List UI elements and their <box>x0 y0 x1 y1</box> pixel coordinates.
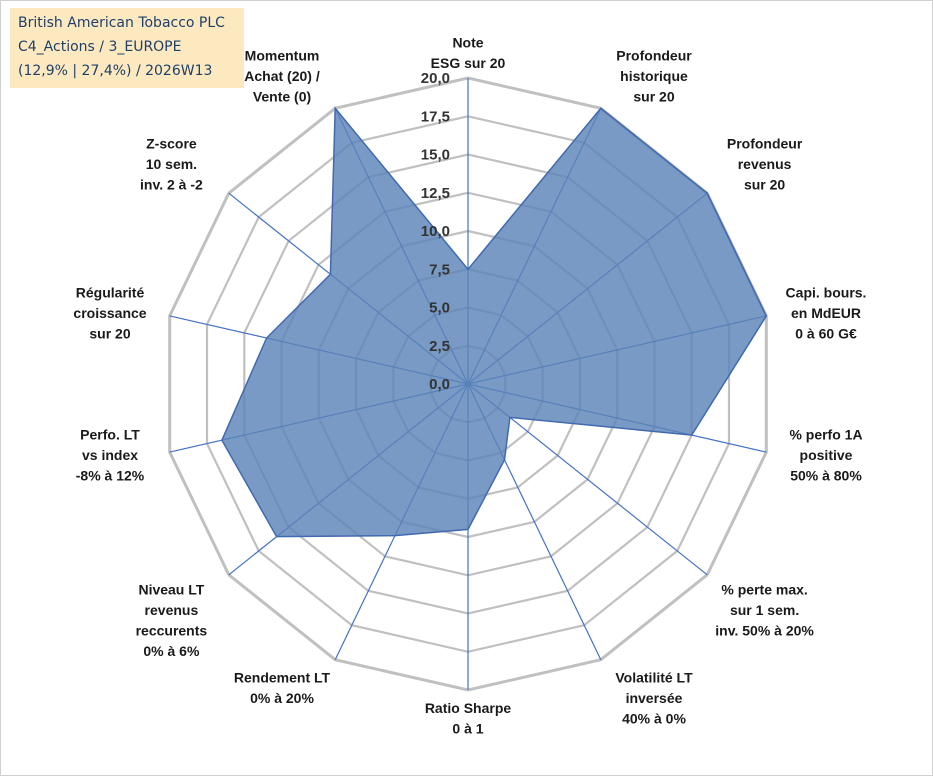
axis-label-perte-max: % perte max. sur 1 sem. inv. 50% à 20% <box>715 581 814 638</box>
axis-label-note-esg: Note ESG sur 20 <box>431 35 506 72</box>
radial-tick-labels: 0,0 2,5 5,0 7,5 10,0 12,5 15,0 17,5 20,0 <box>421 70 450 393</box>
axis-label-volatilite-lt: Volatilité LT inversée 40% à 0% <box>615 670 693 727</box>
info-box: British American Tobacco PLC C4_Actions … <box>10 8 244 88</box>
series-area-0 <box>221 106 768 538</box>
axis-label-regularite-croissance: Régularité croissance sur 20 <box>73 285 146 342</box>
tick-label-0: 0,0 <box>429 376 450 393</box>
tick-label-6: 15,0 <box>421 147 450 164</box>
tick-label-2: 5,0 <box>429 300 450 317</box>
axis-label-perfo-lt-vs-index: Perfo. LT vs index -8% à 12% <box>76 426 145 483</box>
tick-label-1: 2,5 <box>429 338 450 355</box>
axis-label-rendement-lt: Rendement LT 0% à 20% <box>234 670 331 707</box>
axis-label-profondeur-revenus: Profondeur revenus sur 20 <box>727 136 803 193</box>
axis-label-momentum: Momentum Achat (20) / Vente (0) <box>244 48 320 105</box>
company-name: British American Tobacco PLC <box>18 15 225 31</box>
axis-label-profondeur-historique: Profondeur historique sur 20 <box>616 48 692 105</box>
tick-label-7: 17,5 <box>421 108 450 125</box>
axis-label-capi-bours: Capi. bours. en MdEUR 0 à 60 G€ <box>786 285 867 342</box>
tick-label-4: 10,0 <box>421 223 450 240</box>
portfolio-category: C4_Actions / 3_EUROPE <box>18 39 182 55</box>
axis-label-z-score: Z-score 10 sem. inv. 2 à -2 <box>140 136 203 193</box>
radar-series <box>221 106 768 538</box>
tick-label-3: 7,5 <box>429 261 450 278</box>
performance-metrics: (12,9% | 27,4%) / 2026W13 <box>18 63 213 79</box>
axis-label-perfo-1a-positive: % perfo 1A positive 50% à 80% <box>789 426 862 483</box>
tick-label-5: 12,5 <box>421 185 450 202</box>
axis-label-niveau-lt-revenus: Niveau LT revenus reccurents 0% à 6% <box>136 581 208 659</box>
tick-label-8: 20,0 <box>421 70 450 87</box>
axis-labels: Note ESG sur 20 Profondeur historique sur 20… <box>73 35 866 737</box>
axis-label-ratio-sharpe: Ratio Sharpe 0 à 1 <box>425 700 512 737</box>
